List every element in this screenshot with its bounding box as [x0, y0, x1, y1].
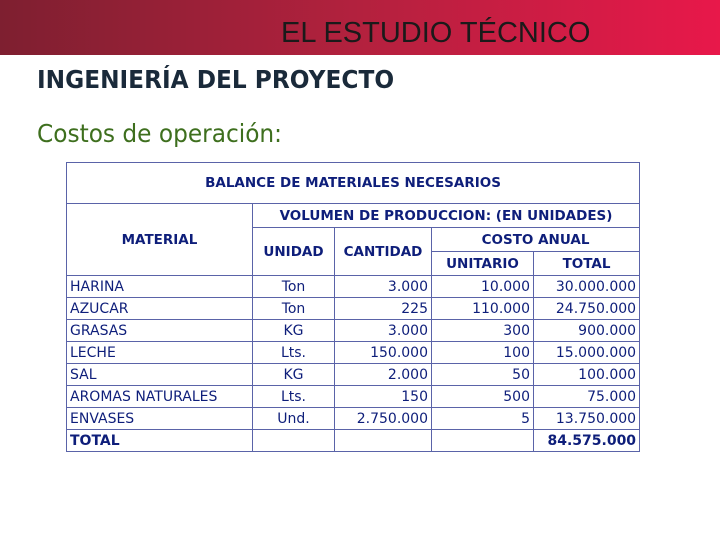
unitario-cell: 10.000: [431, 275, 534, 298]
unidad-cell: Lts.: [252, 341, 335, 364]
unitario-cell: 5: [431, 407, 534, 430]
unitario-cell: 100: [431, 341, 534, 364]
table-row: SAL KG 2.000 50 100.000: [66, 363, 641, 386]
empty-cell: [252, 429, 335, 452]
unitario-header: UNITARIO: [431, 251, 534, 276]
cantidad-cell: 3.000: [334, 319, 432, 342]
total-cell: 15.000.000: [532, 341, 641, 364]
costo-anual-header: COSTO ANUAL: [430, 227, 641, 252]
unidad-cell: Ton: [252, 275, 335, 298]
unitario-cell: 50: [431, 363, 534, 386]
title-banner: [0, 0, 720, 55]
table-row: LECHE Lts. 150.000 100 15.000.000: [66, 341, 641, 364]
volumen-header: VOLUMEN DE PRODUCCION: (EN UNIDADES): [251, 203, 641, 228]
total-cell: 30.000.000: [532, 275, 641, 298]
materials-balance-table: BALANCE DE MATERIALES NECESARIOS MATERIA…: [65, 162, 641, 452]
table-row: ENVASES Und. 2.750.000 5 13.750.000: [66, 407, 641, 430]
material-cell: AZUCAR: [66, 297, 253, 320]
material-header: MATERIAL: [66, 203, 253, 276]
total-label: TOTAL: [66, 429, 253, 452]
table-title: BALANCE DE MATERIALES NECESARIOS: [65, 162, 641, 204]
page-subheading: Costos de operación:: [37, 119, 283, 148]
total-row: TOTAL 84.575.000: [66, 429, 641, 452]
material-cell: ENVASES: [66, 407, 253, 430]
total-cell: 900.000: [532, 319, 641, 342]
table-row: AROMAS NATURALES Lts. 150 500 75.000: [66, 385, 641, 408]
total-cell: 75.000: [532, 385, 641, 408]
total-cell: 13.750.000: [532, 407, 641, 430]
cantidad-cell: 225: [334, 297, 432, 320]
cantidad-cell: 3.000: [334, 275, 432, 298]
total-cell: 100.000: [532, 363, 641, 386]
grand-total: 84.575.000: [532, 429, 641, 452]
cantidad-cell: 2.750.000: [334, 407, 432, 430]
table-row: GRASAS KG 3.000 300 900.000: [66, 319, 641, 342]
page-heading: INGENIERÍA DEL PROYECTO: [37, 65, 395, 94]
cantidad-header: CANTIDAD: [334, 227, 432, 276]
material-cell: AROMAS NATURALES: [66, 385, 253, 408]
banner-title: EL ESTUDIO TÉCNICO: [281, 17, 591, 49]
unidad-cell: Ton: [252, 297, 335, 320]
empty-cell: [431, 429, 534, 452]
unitario-cell: 110.000: [431, 297, 534, 320]
total-cell: 24.750.000: [532, 297, 641, 320]
material-cell: SAL: [66, 363, 253, 386]
unitario-cell: 300: [431, 319, 534, 342]
unidad-cell: Lts.: [252, 385, 335, 408]
unidad-cell: Und.: [252, 407, 335, 430]
unidad-header: UNIDAD: [252, 227, 335, 276]
unitario-cell: 500: [431, 385, 534, 408]
unidad-cell: KG: [252, 363, 335, 386]
unidad-cell: KG: [252, 319, 335, 342]
cantidad-cell: 150.000: [334, 341, 432, 364]
empty-cell: [334, 429, 432, 452]
material-cell: GRASAS: [66, 319, 253, 342]
cantidad-cell: 2.000: [334, 363, 432, 386]
cantidad-cell: 150: [334, 385, 432, 408]
table-row: HARINA Ton 3.000 10.000 30.000.000: [66, 275, 641, 298]
material-cell: LECHE: [66, 341, 253, 364]
total-header: TOTAL: [532, 251, 641, 276]
material-cell: HARINA: [66, 275, 253, 298]
table-row: AZUCAR Ton 225 110.000 24.750.000: [66, 297, 641, 320]
